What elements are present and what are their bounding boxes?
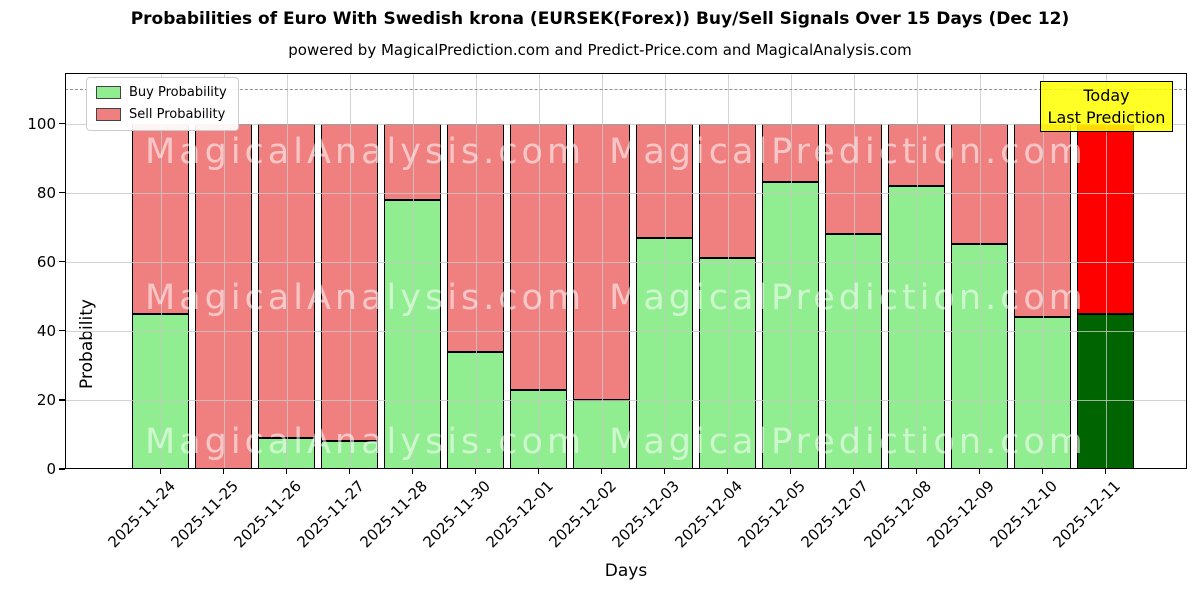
y-tick-mark — [59, 261, 65, 263]
dashed-guide-line — [65, 88, 1187, 90]
legend-item-buy: Buy Probability — [96, 85, 227, 100]
x-tick-label: 2025-12-01 — [482, 477, 558, 552]
x-tick-mark — [285, 469, 288, 474]
x-tick-label: 2025-12-04 — [671, 477, 747, 552]
x-tick-mark — [348, 469, 351, 474]
x-tick-label: 2025-12-03 — [608, 477, 684, 552]
x-tick-label: 2025-11-27 — [293, 477, 369, 552]
x-tick-mark — [978, 469, 981, 474]
x-tick-label: 2025-12-09 — [923, 477, 999, 552]
y-tick-mark — [59, 468, 65, 470]
legend-item-sell: Sell Probability — [96, 107, 227, 122]
watermark-text: MagicalAnalysis.com — [144, 132, 586, 172]
x-tick-mark — [159, 469, 162, 474]
x-tick-mark — [537, 469, 540, 474]
x-tick-mark — [474, 469, 477, 474]
x-tick-mark — [1104, 469, 1107, 474]
gridline-vertical — [601, 73, 603, 469]
x-tick-label: 2025-11-28 — [356, 477, 432, 552]
legend-label-sell: Sell Probability — [129, 107, 226, 122]
x-tick-mark — [411, 469, 414, 474]
x-tick-label: 2025-11-30 — [419, 477, 495, 552]
gridline-vertical — [790, 73, 792, 469]
today-annotation-line1: Today — [1083, 86, 1130, 105]
x-tick-label: 2025-11-26 — [230, 477, 306, 552]
x-tick-label: 2025-12-08 — [860, 477, 936, 552]
x-axis-label: Days — [604, 561, 648, 581]
x-tick-label: 2025-12-05 — [734, 477, 810, 552]
sell-swatch-icon — [96, 108, 121, 121]
chart-subtitle: powered by MagicalPrediction.com and Pre… — [288, 41, 912, 59]
watermark-text: MagicalAnalysis.com — [144, 422, 586, 462]
legend: Buy Probability Sell Probability — [86, 77, 239, 131]
y-axis-ticks: 0 20 40 60 80 100 — [0, 0, 56, 600]
x-tick-mark — [852, 469, 855, 474]
x-tick-label: 2025-11-25 — [167, 477, 243, 552]
buy-swatch-icon — [96, 86, 121, 99]
gridline-horizontal — [65, 261, 1187, 263]
x-tick-label: 2025-12-07 — [797, 477, 873, 552]
gridline-vertical — [664, 73, 666, 469]
y-axis-label: Probability — [77, 299, 97, 389]
y-tick-mark — [59, 399, 65, 401]
y-tick-mark — [59, 330, 65, 332]
gridline-horizontal — [65, 330, 1187, 332]
plot-area: Probability Buy Probability Sell Probabi… — [65, 73, 1187, 469]
x-tick-label: 2025-12-11 — [1049, 477, 1125, 552]
x-tick-label: 2025-12-10 — [986, 477, 1062, 552]
gridline-vertical — [979, 73, 981, 469]
chart-title: Probabilities of Euro With Swedish krona… — [130, 9, 1070, 29]
x-tick-mark — [1041, 469, 1044, 474]
gridline-vertical — [349, 73, 351, 469]
x-tick-mark — [600, 469, 603, 474]
watermark-text: MagicalPrediction.com — [609, 278, 1087, 318]
gridline-vertical — [1042, 73, 1044, 469]
watermark-text: MagicalPrediction.com — [609, 422, 1087, 462]
y-tick-label: 20 — [36, 390, 56, 409]
x-tick-mark — [789, 469, 792, 474]
x-tick-label: 2025-12-02 — [545, 477, 621, 552]
y-tick-mark — [59, 191, 65, 194]
today-annotation-box: Today Last Prediction — [1040, 81, 1173, 133]
y-tick-label: 100 — [27, 114, 56, 133]
x-tick-label: 2025-11-24 — [104, 477, 180, 552]
gridline-vertical — [412, 73, 414, 469]
x-tick-mark — [915, 469, 918, 474]
x-tick-mark — [663, 469, 666, 474]
today-annotation-line2: Last Prediction — [1047, 107, 1166, 127]
legend-label-buy: Buy Probability — [129, 85, 227, 100]
watermark-text: MagicalAnalysis.com — [144, 278, 586, 318]
x-tick-mark — [222, 469, 225, 474]
y-tick-mark — [59, 122, 65, 125]
gridline-vertical — [853, 73, 855, 469]
gridline-horizontal — [65, 192, 1187, 194]
gridline-vertical — [727, 73, 729, 469]
gridline-horizontal — [65, 399, 1187, 401]
gridline-vertical — [160, 73, 162, 469]
y-tick-label: 60 — [36, 252, 56, 271]
gridline-vertical — [223, 73, 225, 469]
gridline-horizontal — [65, 123, 1187, 125]
gridline-vertical — [538, 73, 540, 469]
y-tick-label: 40 — [36, 321, 56, 340]
y-tick-label: 80 — [36, 183, 56, 202]
x-tick-mark — [726, 469, 729, 474]
watermark-text: MagicalPrediction.com — [609, 132, 1087, 172]
gridline-vertical — [286, 73, 288, 469]
gridline-vertical — [1105, 73, 1107, 469]
y-tick-label: 0 — [46, 460, 56, 478]
gridline-vertical — [475, 73, 477, 469]
gridline-vertical — [916, 73, 918, 469]
